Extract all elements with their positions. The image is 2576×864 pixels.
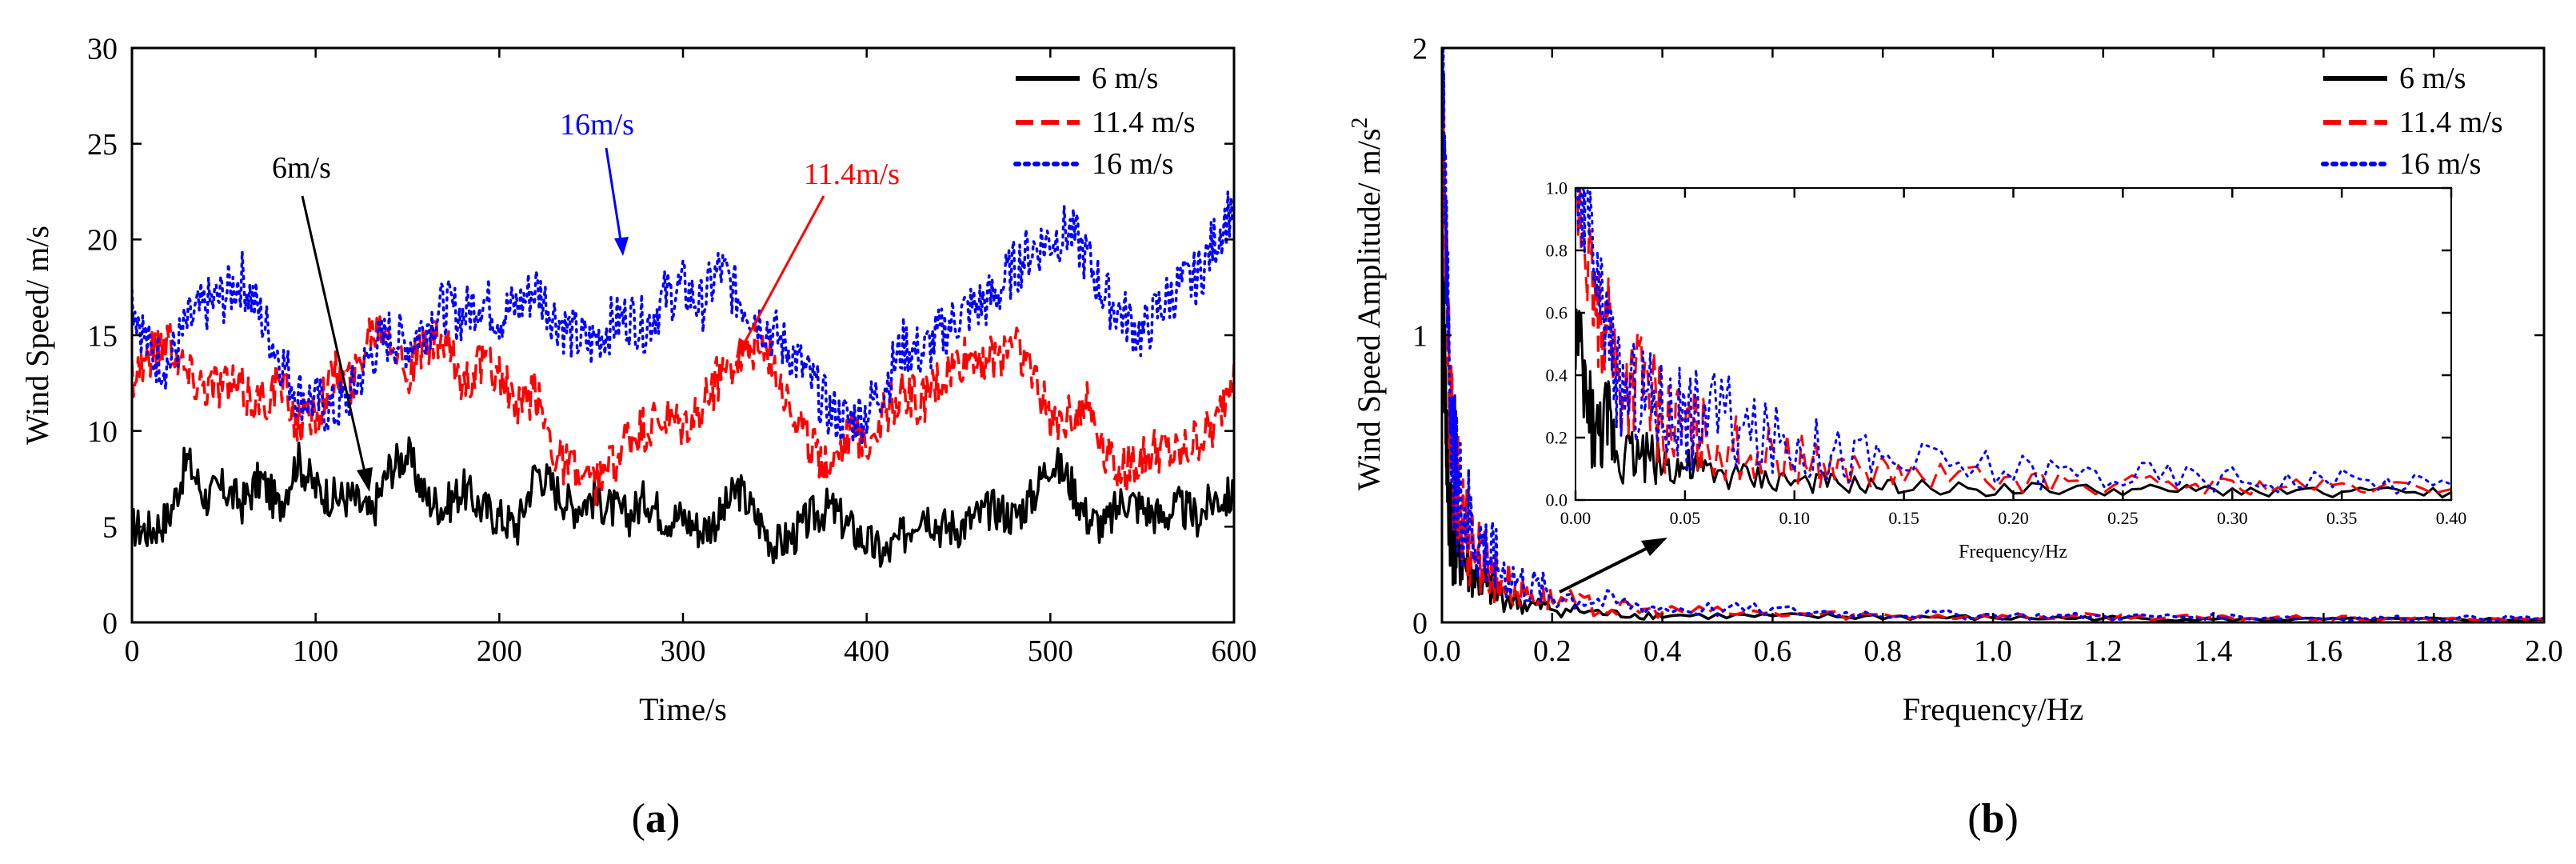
inset-x-tick-label: 0.15 (1888, 508, 1919, 528)
legend-label-6ms-b: 6 m/s (2399, 62, 2466, 95)
inset-y-ticks: 0.0 0.2 0.4 0.6 0.8 1.0 (1546, 178, 2451, 510)
b-y-tick-label: 1 (1412, 319, 1428, 353)
b-y-tick-label: 2 (1412, 32, 1428, 66)
b-x-tick-label: 1.6 (2305, 634, 2343, 668)
a-y-tick-label: 25 (87, 128, 118, 162)
legend-b: 6 m/s 11.4 m/s 16 m/s (2321, 62, 2503, 181)
y-axis-ticks-a: 0 5 10 15 20 25 30 (87, 32, 1234, 640)
a-x-tick-label: 300 (661, 634, 706, 668)
a-x-tick-label: 200 (477, 634, 522, 668)
panel-label-b: (b) (1967, 796, 2019, 842)
b-x-tick-label: 1.8 (2414, 634, 2453, 668)
b-series-line-1 (1442, 214, 2544, 622)
inset-y-tick-label: 0.4 (1546, 366, 1568, 386)
inset-series-line-2 (1576, 188, 2451, 496)
inset-x-tick-label: 0.05 (1670, 508, 1701, 528)
x-axis-label-b: Frequency/Hz (1903, 691, 2084, 727)
b-x-tick-label: 0.0 (1423, 634, 1461, 668)
inset-y-tick-label: 0.8 (1546, 241, 1568, 261)
a-y-tick-label: 30 (87, 32, 118, 66)
inset-x-tick-label: 0.25 (2107, 508, 2139, 528)
inset-x-tick-label: 0.35 (2326, 508, 2358, 528)
a-y-tick-label: 5 (102, 511, 118, 545)
annotation-arrowhead-6ms (357, 467, 373, 492)
b-x-tick-label: 2.0 (2525, 634, 2563, 668)
x-axis-ticks-b: 0.0 0.2 0.4 0.6 0.8 1.0 1.2 1.4 1.6 1.8 2.0 (1423, 48, 2563, 668)
inset-series-line-3 (1576, 188, 2451, 495)
series-layer-b (1442, 48, 2544, 622)
b-series-line-2 (1442, 48, 2544, 622)
y-axis-label-b-sup: 2 (1348, 118, 1372, 129)
a-y-tick-label: 15 (87, 319, 118, 353)
legend-label-16ms-b: 16 m/s (2399, 147, 2481, 181)
inset-x-tick-label: 0.20 (1998, 508, 2029, 528)
a-x-tick-label: 400 (844, 634, 889, 668)
inset-x-tick-label: 0.40 (2436, 508, 2467, 528)
annotation-arrowhead-114ms (736, 338, 752, 358)
inset-series-layer (1576, 188, 2451, 498)
a-series-line-3 (132, 190, 1234, 445)
a-series-line-2 (132, 315, 1234, 510)
y-axis-label-a: Wind Speed/ m/s (19, 226, 55, 445)
inset-x-tick-label: 0.30 (2217, 508, 2248, 528)
annotation-arrow-6ms (301, 195, 366, 473)
inset-y-tick-label: 0.0 (1546, 490, 1568, 510)
y-axis-ticks-b: 0 1 2 (1412, 32, 2544, 640)
a-y-tick-label: 20 (87, 224, 118, 258)
series-layer-a (132, 190, 1234, 568)
inset-x-tick-label: 0.00 (1560, 508, 1592, 528)
annotation-114ms: 11.4m/s (804, 158, 900, 191)
inset-pointer-arrow (1559, 546, 1648, 594)
b-x-tick-label: 1.0 (1974, 634, 2012, 668)
annotation-arrow-16ms (605, 147, 622, 241)
b-x-tick-label: 0.8 (1863, 634, 1902, 668)
b-y-tick-label: 0 (1412, 606, 1428, 640)
annotation-arrow-114ms (742, 195, 825, 345)
x-axis-label-a: Time/s (639, 691, 727, 727)
plot-frame-a (130, 46, 1236, 624)
a-y-tick-label: 10 (87, 415, 118, 449)
b-x-tick-label: 0.4 (1643, 634, 1682, 668)
b-x-tick-label: 1.4 (2195, 634, 2233, 668)
inset-series-line-1 (1576, 308, 2451, 498)
b-x-tick-label: 0.6 (1754, 634, 1792, 668)
inset-x-axis-label: Frequency/Hz (1959, 542, 2067, 562)
legend-label-16ms-a: 16 m/s (1092, 147, 1173, 181)
inset-background (1576, 188, 2451, 500)
legend-label-114ms-b: 11.4 m/s (2399, 106, 2503, 139)
b-series-line-3 (1442, 48, 2544, 622)
inset-pointer-arrowhead (1641, 538, 1667, 556)
a-x-tick-label: 0 (125, 634, 140, 668)
a-y-tick-label: 0 (102, 606, 118, 640)
chart-panel-b: 0.0 0.2 0.4 0.6 0.8 1.0 1.2 1.4 1.6 1.8 2.0 0 1 2 Fr… (1348, 32, 2563, 842)
y-axis-label-b: Wind Speed Amplitude/ m/s2 (1348, 118, 1387, 491)
annotations-a: 6m/s 16m/s 11.4m/s (272, 108, 900, 492)
a-x-tick-label: 500 (1028, 634, 1073, 668)
inset-x-ticks: 0.00 0.05 0.10 0.15 0.20 0.25 0.30 0.35 0.40 (1560, 188, 2467, 528)
y-axis-label-b-text: Wind Speed Amplitude/ m/s (1351, 129, 1387, 491)
legend-a: 6 m/s 11.4 m/s 16 m/s (1013, 62, 1196, 181)
b-x-tick-label: 0.2 (1533, 634, 1572, 668)
panel-label-a: (a) (632, 796, 681, 842)
x-axis-ticks-a: 0 100 200 300 400 500 600 (125, 48, 1257, 668)
inset-y-tick-label: 0.2 (1546, 428, 1568, 448)
a-series-line-1 (132, 436, 1234, 568)
inset-y-tick-label: 1.0 (1546, 178, 1568, 198)
inset-chart-b: 0.00 0.05 0.10 0.15 0.20 0.25 0.30 0.35 0.40 0.0… (1546, 178, 2467, 562)
a-x-tick-label: 100 (293, 634, 338, 668)
annotation-6ms: 6m/s (272, 151, 331, 185)
inset-y-tick-label: 0.6 (1546, 303, 1568, 323)
annotation-arrowhead-16ms (614, 237, 629, 256)
inset-x-tick-label: 0.10 (1779, 508, 1811, 528)
a-x-tick-label: 600 (1212, 634, 1257, 668)
legend-label-114ms-a: 11.4 m/s (1092, 106, 1196, 139)
b-x-tick-label: 1.2 (2084, 634, 2123, 668)
annotation-16ms: 16m/s (560, 108, 634, 142)
legend-label-6ms-a: 6 m/s (1092, 62, 1158, 95)
